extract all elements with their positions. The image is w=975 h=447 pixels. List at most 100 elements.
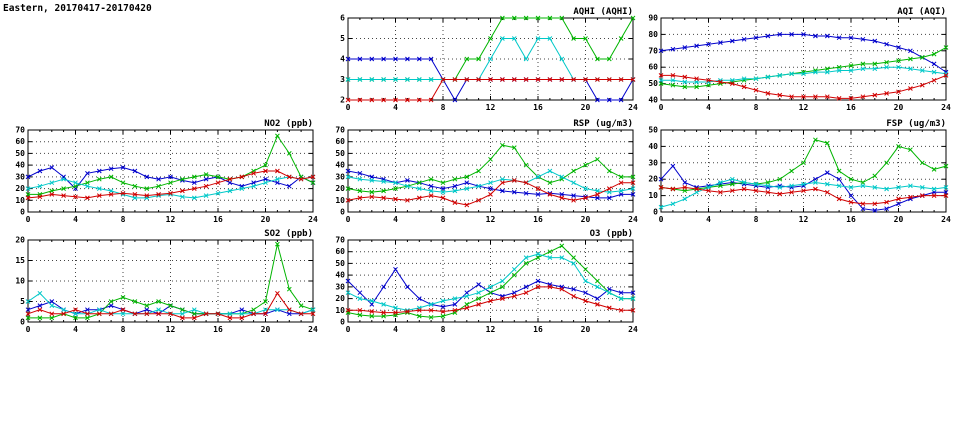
svg-text:16: 16 bbox=[213, 325, 223, 334]
svg-text:16: 16 bbox=[533, 103, 543, 112]
svg-text:8: 8 bbox=[441, 215, 446, 224]
svg-text:70: 70 bbox=[335, 236, 345, 245]
svg-text:20: 20 bbox=[581, 325, 591, 334]
svg-text:40: 40 bbox=[335, 271, 345, 280]
svg-text:60: 60 bbox=[335, 137, 345, 146]
svg-text:5: 5 bbox=[20, 297, 25, 306]
svg-text:40: 40 bbox=[648, 142, 658, 151]
chart-canvas-fsp: 0 10 20 30 40 50 0 4 8 12 16 20 24 bbox=[648, 126, 951, 225]
svg-text:30: 30 bbox=[648, 158, 658, 167]
svg-text:30: 30 bbox=[335, 282, 345, 291]
svg-text:8: 8 bbox=[754, 215, 759, 224]
svg-text:0: 0 bbox=[659, 103, 664, 112]
svg-text:4: 4 bbox=[393, 103, 398, 112]
svg-text:8: 8 bbox=[441, 325, 446, 334]
svg-text:8: 8 bbox=[121, 215, 126, 224]
svg-text:24: 24 bbox=[941, 103, 951, 112]
svg-text:20: 20 bbox=[894, 103, 904, 112]
chart-rsp: 0 10 20 30 40 50 60 70 0 4 8 12 16 20 24 RSP (ug/m3) bbox=[320, 118, 640, 230]
svg-text:24: 24 bbox=[628, 215, 638, 224]
svg-text:50: 50 bbox=[648, 126, 658, 135]
svg-text:10: 10 bbox=[648, 191, 658, 200]
svg-text:4: 4 bbox=[73, 215, 78, 224]
chart-title-no2: NO2 (ppb) bbox=[264, 119, 313, 129]
svg-text:50: 50 bbox=[335, 259, 345, 268]
svg-text:60: 60 bbox=[335, 247, 345, 256]
svg-text:40: 40 bbox=[15, 161, 25, 170]
svg-text:80: 80 bbox=[648, 30, 658, 39]
page-title: Eastern, 20170417-20170420 bbox=[3, 3, 152, 14]
svg-text:0: 0 bbox=[26, 325, 31, 334]
svg-text:24: 24 bbox=[308, 325, 318, 334]
svg-text:10: 10 bbox=[335, 306, 345, 315]
svg-text:0: 0 bbox=[659, 215, 664, 224]
chart-title-rsp: RSP (ug/m3) bbox=[573, 119, 633, 129]
svg-text:10: 10 bbox=[15, 277, 25, 286]
svg-text:20: 20 bbox=[581, 215, 591, 224]
svg-text:12: 12 bbox=[486, 325, 496, 334]
svg-text:2: 2 bbox=[340, 96, 345, 105]
svg-text:12: 12 bbox=[166, 325, 176, 334]
svg-text:0: 0 bbox=[340, 318, 345, 327]
svg-text:0: 0 bbox=[20, 318, 25, 327]
svg-text:20: 20 bbox=[581, 103, 591, 112]
svg-text:0: 0 bbox=[346, 103, 351, 112]
svg-text:4: 4 bbox=[706, 215, 711, 224]
svg-text:0: 0 bbox=[340, 208, 345, 217]
svg-text:4: 4 bbox=[340, 55, 345, 64]
svg-text:4: 4 bbox=[393, 325, 398, 334]
svg-text:10: 10 bbox=[15, 196, 25, 205]
chart-canvas-aqi: 40 50 60 70 80 90 0 4 8 12 16 20 24 bbox=[648, 14, 951, 113]
svg-text:5: 5 bbox=[340, 34, 345, 43]
svg-text:70: 70 bbox=[335, 126, 345, 135]
chart-so2: 0 5 10 15 20 0 4 8 12 16 20 24 SO2 (ppb) bbox=[0, 228, 320, 340]
svg-text:50: 50 bbox=[648, 79, 658, 88]
svg-text:12: 12 bbox=[486, 103, 496, 112]
chart-no2: 0 10 20 30 40 50 60 70 0 4 8 12 16 20 24 NO2 (ppb) bbox=[0, 118, 320, 230]
chart-aqhi: 2 3 4 5 6 0 4 8 12 16 20 24 AQHI (AQHI) bbox=[320, 6, 640, 118]
chart-title-aqi: AQI (AQI) bbox=[897, 7, 946, 17]
svg-text:50: 50 bbox=[335, 149, 345, 158]
svg-text:0: 0 bbox=[653, 208, 658, 217]
svg-text:0: 0 bbox=[20, 208, 25, 217]
svg-text:20: 20 bbox=[335, 184, 345, 193]
svg-text:0: 0 bbox=[346, 325, 351, 334]
svg-text:70: 70 bbox=[648, 46, 658, 55]
svg-text:20: 20 bbox=[261, 325, 271, 334]
chart-title-so2: SO2 (ppb) bbox=[264, 229, 313, 239]
svg-text:20: 20 bbox=[335, 294, 345, 303]
svg-text:16: 16 bbox=[533, 325, 543, 334]
svg-text:20: 20 bbox=[261, 215, 271, 224]
svg-text:20: 20 bbox=[15, 236, 25, 245]
svg-text:20: 20 bbox=[15, 184, 25, 193]
svg-text:6: 6 bbox=[340, 14, 345, 23]
svg-text:12: 12 bbox=[799, 215, 809, 224]
svg-text:4: 4 bbox=[73, 325, 78, 334]
chart-canvas-so2: 0 5 10 15 20 0 4 8 12 16 20 24 bbox=[15, 236, 318, 335]
svg-text:90: 90 bbox=[648, 14, 658, 23]
svg-text:60: 60 bbox=[648, 63, 658, 72]
svg-text:3: 3 bbox=[340, 75, 345, 84]
svg-text:70: 70 bbox=[15, 126, 25, 135]
svg-text:0: 0 bbox=[346, 215, 351, 224]
chart-canvas-o3: 0 10 20 30 40 50 60 70 0 4 8 12 16 20 24 bbox=[335, 236, 638, 335]
svg-text:8: 8 bbox=[754, 103, 759, 112]
svg-text:50: 50 bbox=[15, 149, 25, 158]
svg-text:40: 40 bbox=[648, 96, 658, 105]
svg-text:24: 24 bbox=[308, 215, 318, 224]
svg-text:12: 12 bbox=[166, 215, 176, 224]
chart-title-aqhi: AQHI (AQHI) bbox=[573, 7, 633, 17]
chart-aqi: 40 50 60 70 80 90 0 4 8 12 16 20 24 AQI (AQI) bbox=[633, 6, 953, 118]
svg-text:10: 10 bbox=[335, 196, 345, 205]
svg-text:12: 12 bbox=[799, 103, 809, 112]
svg-text:0: 0 bbox=[26, 215, 31, 224]
svg-text:40: 40 bbox=[335, 161, 345, 170]
chart-canvas-aqhi: 2 3 4 5 6 0 4 8 12 16 20 24 bbox=[340, 14, 638, 113]
chart-canvas-rsp: 0 10 20 30 40 50 60 70 0 4 8 12 16 20 24 bbox=[335, 126, 638, 225]
svg-text:20: 20 bbox=[648, 175, 658, 184]
chart-o3: 0 10 20 30 40 50 60 70 0 4 8 12 16 20 24 O3 (ppb) bbox=[320, 228, 640, 340]
svg-text:24: 24 bbox=[941, 215, 951, 224]
svg-text:30: 30 bbox=[335, 172, 345, 181]
svg-text:15: 15 bbox=[15, 256, 25, 265]
